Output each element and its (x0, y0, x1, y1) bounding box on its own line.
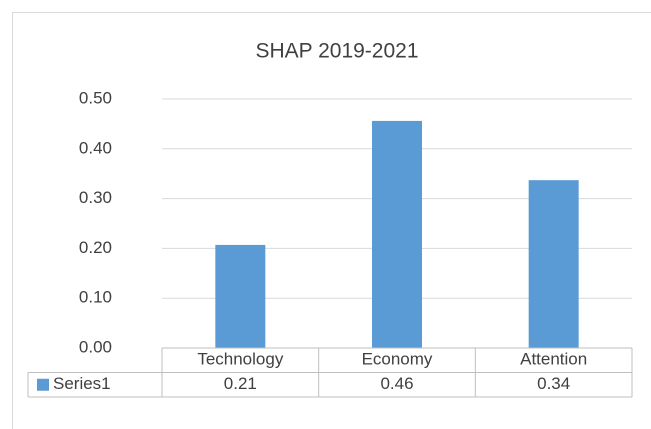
chart-title: SHAP 2019-2021 (255, 40, 418, 63)
y-tick-label: 0.40 (79, 138, 112, 157)
y-tick-label: 0.10 (79, 288, 112, 307)
bar (372, 120, 422, 348)
legend-key (37, 378, 49, 391)
y-tick-label: 0.50 (79, 88, 112, 107)
x-tick-label: Economy (362, 350, 433, 369)
bar (528, 180, 579, 348)
bar (215, 244, 266, 348)
table-value: 0.21 (224, 374, 257, 393)
x-tick-label: Attention (520, 350, 587, 369)
y-tick-label: 0.00 (79, 337, 112, 356)
legend-label: Series1 (53, 374, 111, 393)
y-tick-label: 0.30 (79, 188, 112, 207)
y-tick-label: 0.20 (79, 238, 112, 257)
x-tick-label: Technology (197, 350, 284, 369)
table-value: 0.46 (380, 374, 413, 393)
table-value: 0.34 (537, 374, 570, 393)
